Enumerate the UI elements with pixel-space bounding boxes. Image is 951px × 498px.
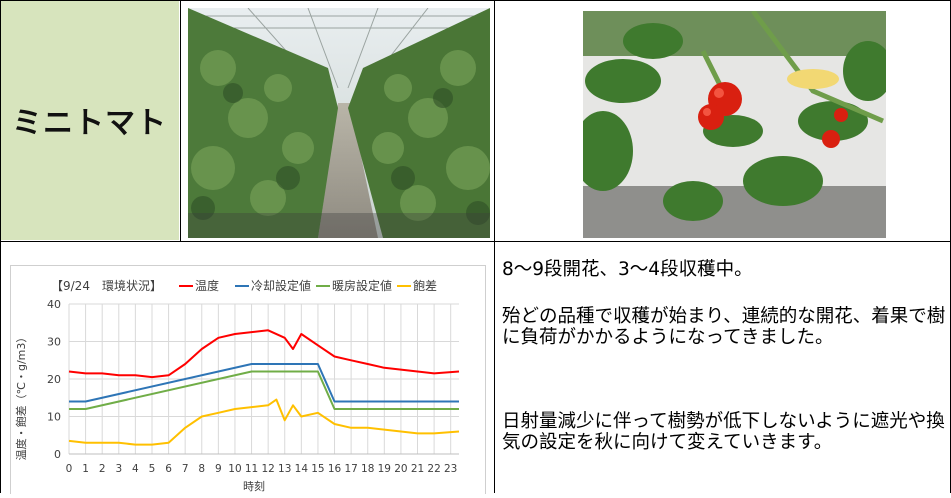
x-tick-label: 12 <box>261 463 274 475</box>
note-2: 殆どの品種で収穫が始まり、連続的な開花、着果で樹に負荷がかかるようになってきまし… <box>502 306 946 348</box>
y-tick-label: 20 <box>47 373 61 386</box>
table-border-top <box>0 0 951 1</box>
y-axis-label: 温度・飽差（℃・g/m3） <box>14 332 28 461</box>
series-line-暖房設定値 <box>69 370 459 410</box>
table-divider-col2 <box>494 0 495 493</box>
y-tick-label: 40 <box>47 298 61 311</box>
chart-title: 【9/24 環境状況】 <box>51 278 162 293</box>
x-tick-label: 17 <box>344 463 357 475</box>
y-axis-ticks: 0 10 20 30 40 <box>47 298 61 461</box>
chart-series <box>68 329 460 446</box>
x-axis-ticks: 0 1 2 3 4 5 6 7 8 9 10 11 12 13 14 15 16 17 18 19 20 21 22 23 <box>66 463 458 475</box>
x-tick-label: 3 <box>115 463 122 475</box>
y-tick-label: 0 <box>54 448 61 461</box>
x-tick-label: 8 <box>198 463 205 475</box>
series-line-飽差 <box>68 398 460 446</box>
crop-name-cell: ミニトマト <box>0 0 179 240</box>
x-tick-label: 23 <box>444 463 457 475</box>
table-border-left <box>0 0 1 493</box>
chart-grid <box>68 303 459 455</box>
x-tick-label: 9 <box>215 463 222 475</box>
note-1: 8～9段開花、3～4段収穫中。 <box>502 259 753 280</box>
legend-label: 飽差 <box>413 278 437 293</box>
x-tick-label: 2 <box>99 463 106 475</box>
table-divider-row <box>0 241 951 242</box>
chart-legend: 温度 冷却設定値 暖房設定値 飽差 <box>179 278 437 293</box>
x-tick-label: 5 <box>149 463 156 475</box>
x-tick-label: 18 <box>361 463 374 475</box>
legend-label: 冷却設定値 <box>251 278 311 293</box>
x-tick-label: 10 <box>228 463 241 475</box>
legend-label: 暖房設定値 <box>332 278 392 293</box>
x-tick-label: 11 <box>245 463 258 475</box>
note-3: 日射量減少に伴って樹勢が低下しないように遮光や換気の設定を秋に向けて変えていきま… <box>502 411 945 453</box>
x-tick-label: 19 <box>378 463 391 475</box>
x-tick-label: 7 <box>182 463 189 475</box>
x-tick-label: 1 <box>82 463 89 475</box>
y-tick-label: 10 <box>47 411 61 424</box>
series-line-冷却設定値 <box>69 363 459 403</box>
x-tick-label: 4 <box>132 463 139 475</box>
x-tick-label: 15 <box>311 463 324 475</box>
x-tick-label: 20 <box>394 463 407 475</box>
x-tick-label: 13 <box>278 463 291 475</box>
series-line-温度 <box>68 329 460 379</box>
x-tick-label: 22 <box>427 463 440 475</box>
crop-name: ミニトマト <box>12 106 167 141</box>
x-tick-label: 6 <box>165 463 172 475</box>
x-tick-label: 14 <box>295 463 309 475</box>
table-divider-col1 <box>180 0 181 241</box>
y-tick-label: 30 <box>47 336 61 349</box>
x-tick-label: 16 <box>328 463 342 475</box>
tomato-photo <box>583 11 886 238</box>
legend-label: 温度 <box>195 278 219 293</box>
x-tick-label: 21 <box>411 463 424 475</box>
greenhouse-photo <box>188 8 490 238</box>
x-axis-label: 時刻 <box>243 479 265 493</box>
x-tick-label: 0 <box>66 463 73 475</box>
